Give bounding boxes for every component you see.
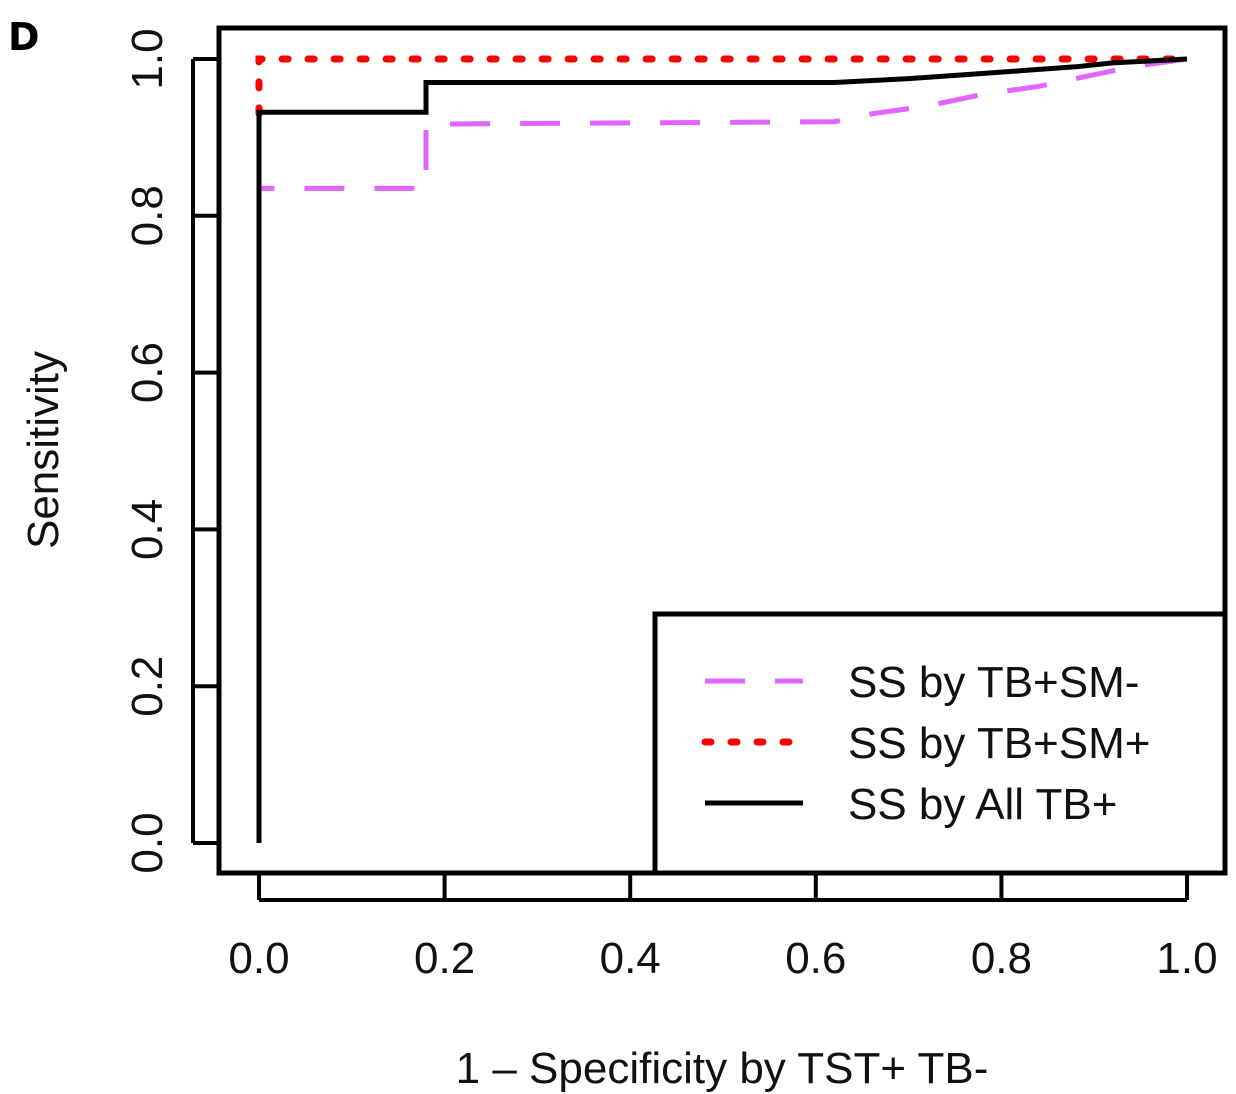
series-line-ss-by-all-tb- [256,56,1188,843]
legend-label: SS by TB+SM+ [848,719,1150,768]
y-tick-label: 0.8 [123,185,172,246]
legend-label: SS by All TB+ [848,780,1117,829]
x-tick-label: 1.0 [1156,934,1217,983]
y-tick-label: 1.0 [123,28,172,89]
panel-label: D [8,15,40,59]
x-axis: 0.0 0.2 0.4 0.6 0.8 1.0 [228,873,1218,983]
y-tick-label: 0.6 [123,342,172,403]
legend-label: SS by TB+SM- [848,658,1139,707]
y-tick-label: 0.4 [123,499,172,560]
legend-box [652,611,1228,876]
series-layer [255,55,1191,843]
y-axis: 0.0 0.2 0.4 0.6 0.8 1.0 [123,28,219,874]
x-tick-label: 0.8 [971,934,1032,983]
y-tick-label: 0.2 [123,656,172,717]
x-axis-label: 1 – Specificity by TST+ TB- [456,1044,989,1093]
series-line-ss-by-tb-sm- [256,56,1188,843]
y-axis-label: Sensitivity [19,351,68,549]
series-line-ss-by-tb-sm- [255,55,1191,118]
x-tick-label: 0.6 [785,934,846,983]
x-tick-label: 0.4 [600,934,661,983]
y-tick-label: 0.0 [123,812,172,873]
x-tick-label: 0.0 [228,934,289,983]
x-tick-label: 0.2 [414,934,475,983]
legend: SS by TB+SM- SS by TB+SM+ SS by All TB+ [652,611,1228,876]
